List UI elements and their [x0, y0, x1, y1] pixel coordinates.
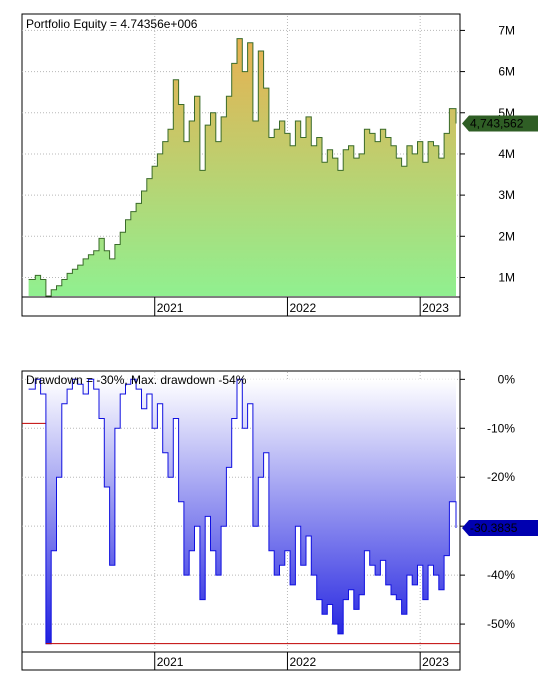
- y-tick-label: -40%: [487, 568, 515, 582]
- drawdown-area: [28, 379, 456, 644]
- y-tick-label: 7M: [498, 23, 515, 37]
- y-tick-label: -10%: [487, 421, 515, 435]
- y-tick-label: 1M: [498, 270, 515, 284]
- equity-title: Portfolio Equity = 4.74356e+006: [26, 17, 198, 31]
- x-tick-label: 2023: [422, 301, 449, 315]
- y-tick-label: 0%: [498, 372, 516, 386]
- x-tick-label: 2021: [157, 301, 184, 315]
- drawdown-line: [28, 378, 457, 645]
- y-tick-label: 3M: [498, 188, 515, 202]
- y-tick-label: 4M: [498, 147, 515, 161]
- y-tick-label: 2M: [498, 229, 515, 243]
- drawdown-x-ticks: 2021 2022 2023: [154, 652, 449, 670]
- drawdown-title: Drawdown = -30%, Max. drawdown -54%: [26, 373, 247, 387]
- drawdown-last-value-marker: -30.3835: [462, 520, 538, 537]
- y-tick-label: -50%: [487, 617, 515, 631]
- drawdown-y-ticks: 0%-10%-20%-30%-40%-50%: [460, 372, 515, 631]
- x-tick-label: 2023: [422, 655, 449, 669]
- y-tick-label: 6M: [498, 65, 515, 79]
- equity-x-ticks: 2021 2022 2023: [154, 297, 449, 316]
- drawdown-last-value-label: -30.3835: [470, 521, 518, 535]
- y-tick-label: -20%: [487, 470, 515, 484]
- equity-area: [28, 38, 456, 296]
- equity-line: [28, 38, 457, 297]
- x-tick-label: 2021: [157, 655, 184, 669]
- equity-last-value-marker: 4,743,562: [462, 115, 538, 132]
- equity-last-value-label: 4,743,562: [470, 116, 524, 130]
- x-tick-label: 2022: [289, 655, 316, 669]
- x-tick-label: 2022: [289, 301, 316, 315]
